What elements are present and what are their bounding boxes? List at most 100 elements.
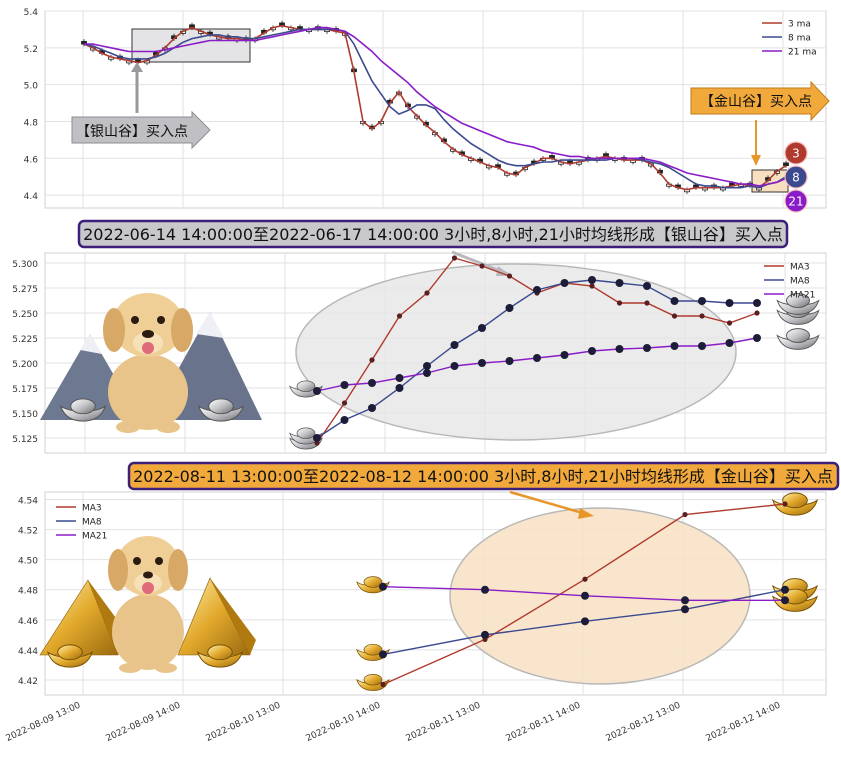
x-tick-label: 2022-08-09 13:00: [5, 701, 83, 744]
data-point: [380, 681, 386, 688]
data-point: [341, 400, 348, 406]
silver-illustration: [40, 293, 262, 433]
y-tick-label: 5.125: [12, 435, 38, 445]
data-point: [423, 369, 431, 377]
data-point: [682, 511, 688, 518]
y-tick-label: 5.4: [24, 8, 39, 18]
data-point: [423, 362, 431, 370]
data-point: [313, 434, 321, 442]
data-point: [643, 344, 651, 352]
x-axis-ticks: 2022-08-09 13:00 2022-08-09 14:00 2022-08-…: [5, 701, 783, 744]
end-markers: 3 8 21: [784, 141, 808, 213]
silver-valley-annotation: 【银山谷】买入点: [71, 62, 211, 150]
data-point: [560, 351, 569, 359]
series-line-21-ma: [84, 26, 787, 187]
y-tick-label: 4.42: [18, 677, 38, 687]
data-point: [395, 384, 404, 392]
data-point: [781, 585, 789, 594]
silver-zoom-panel: 5.125 5.150 5.175 5.200 5.225 5.250 5.275 5.300: [12, 250, 827, 454]
data-point: [681, 605, 689, 614]
data-point: [379, 650, 387, 659]
y-tick-label: 5.225: [12, 335, 38, 345]
gold-valley-annotation: 【金山谷】买入点: [690, 80, 830, 166]
data-point: [369, 357, 375, 363]
data-point: [753, 334, 761, 342]
silver-banner-text: 2022-06-14 14:00:00至2022-06-17 14:00:00 …: [83, 225, 783, 244]
y-tick-label: 5.2: [24, 45, 38, 55]
data-point: [581, 591, 589, 600]
x-tick-label: 2022-08-12 13:00: [605, 701, 683, 744]
y-tick-label: 4.46: [18, 617, 38, 627]
y-tick-label: 4.6: [24, 155, 39, 165]
data-point: [581, 617, 589, 626]
x-tick-label: 2022-08-11 14:00: [505, 701, 583, 744]
data-point: [395, 374, 404, 382]
data-point: [505, 357, 514, 365]
data-point: [313, 387, 321, 395]
legend: MA3 MA8 MA21: [56, 504, 107, 542]
data-point: [615, 345, 624, 353]
data-point: [451, 255, 458, 261]
data-point: [698, 297, 706, 305]
x-tick-label: 2022-08-10 14:00: [305, 701, 383, 744]
x-tick-label: 2022-08-11 13:00: [405, 701, 483, 744]
data-point: [671, 313, 678, 319]
data-point: [478, 324, 486, 332]
series-line-3-ma: [83, 24, 787, 191]
end-marker: [784, 165, 808, 189]
dog-icon: [103, 293, 193, 433]
legend-entry: MA3: [82, 504, 102, 514]
y-axis-ticks: 4.42 4.44 4.46 4.48 4.50 4.52 4.54: [18, 497, 38, 687]
data-point: [505, 304, 514, 312]
legend-entry: MA8: [790, 277, 810, 287]
data-point: [560, 279, 569, 287]
y-tick-label: 4.4: [24, 192, 39, 202]
data-point: [450, 341, 459, 349]
ma-lines: [313, 255, 761, 446]
data-point: [699, 313, 705, 319]
dog-icon: [108, 536, 188, 673]
silver-valley-ellipse: [295, 263, 737, 441]
y-tick-label: 4.50: [18, 557, 38, 567]
gold-illustration: [39, 536, 256, 673]
end-marker: [784, 189, 808, 213]
end-marker-label: 8: [792, 171, 800, 185]
data-point: [781, 596, 789, 605]
y-tick-label: 5.175: [12, 385, 38, 395]
data-point: [506, 273, 513, 279]
series-line-8-ma: [83, 28, 787, 189]
data-point: [340, 416, 349, 424]
end-marker-label: 21: [788, 195, 803, 209]
candle: [783, 162, 789, 167]
arrow-icon: [496, 266, 512, 276]
legend: MA3 MA8 MA21: [764, 263, 815, 301]
ma-lines: [83, 24, 787, 191]
y-tick-label: 4.44: [18, 647, 38, 657]
data-point: [681, 596, 689, 605]
silver-valley-highlight: [131, 28, 251, 63]
arrow-icon: [751, 155, 761, 166]
legend-entry: 3 ma: [788, 20, 811, 30]
gold-banner-text: 2022-08-11 13:00:00至2022-08-12 14:00:00 …: [133, 467, 833, 486]
data-point: [725, 339, 734, 347]
y-tick-label: 4.52: [18, 527, 38, 537]
data-point: [479, 263, 485, 269]
silver-banner: 2022-06-14 14:00:00至2022-06-17 14:00:00 …: [77, 219, 789, 249]
gold-zoom-panel: 4.42 4.44 4.46 4.48 4.50 4.52 4.54 2022-08-09 …: [5, 490, 827, 744]
data-point: [481, 630, 489, 639]
legend-entry: MA21: [790, 291, 815, 301]
data-point: [340, 381, 349, 389]
y-tick-label: 4.8: [24, 118, 39, 128]
x-tick-label: 2022-08-10 13:00: [205, 701, 283, 744]
y-tick-label: 5.200: [12, 360, 38, 370]
data-point: [450, 362, 459, 370]
data-point: [616, 300, 623, 306]
legend-entry: MA21: [82, 532, 107, 542]
end-marker-label: 3: [792, 147, 800, 161]
data-point: [424, 290, 430, 296]
data-point: [753, 299, 761, 307]
data-point: [754, 310, 760, 316]
legend-entry: 21 ma: [788, 48, 817, 58]
